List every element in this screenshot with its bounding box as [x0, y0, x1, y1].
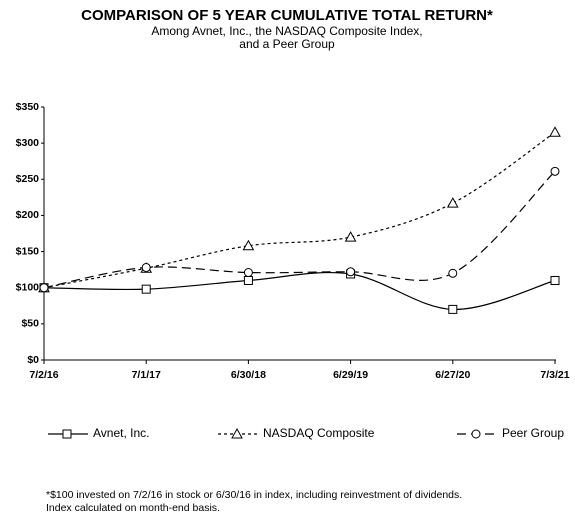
marker-circle: [346, 267, 356, 277]
footnote: *$100 invested on 7/2/16 in stock or 6/3…: [46, 489, 462, 501]
x-tick-label: 7/3/21: [540, 369, 569, 381]
chart-subtitle: Among Avnet, Inc., the NASDAQ Composite …: [151, 24, 422, 38]
chart-title: COMPARISON OF 5 YEAR CUMULATIVE TOTAL RE…: [81, 7, 493, 24]
y-tick-label: $250: [16, 173, 40, 185]
y-tick-label: $300: [16, 137, 40, 149]
chart-subtitle: and a Peer Group: [239, 37, 335, 51]
marker-square: [550, 275, 560, 285]
marker-circle: [141, 262, 151, 272]
x-tick-label: 6/27/20: [435, 369, 470, 381]
marker-circle: [243, 268, 253, 278]
x-tick-label: 6/30/18: [231, 369, 266, 381]
marker-triangle: [242, 239, 255, 251]
legend-label: Peer Group: [502, 426, 564, 440]
marker-square: [141, 284, 151, 294]
y-tick-label: $200: [16, 209, 40, 221]
legend-label: NASDAQ Composite: [263, 426, 375, 440]
footnote: Index calculated on month-end basis.: [46, 502, 220, 514]
marker-circle: [471, 429, 481, 439]
line: [43, 131, 556, 289]
marker-triangle: [549, 126, 561, 137]
legend-label: Avnet, Inc.: [93, 426, 149, 440]
marker-circle: [448, 268, 458, 278]
marker-square: [448, 304, 458, 314]
line: [43, 170, 556, 289]
x-tick-label: 7/2/16: [29, 369, 58, 381]
marker-square: [62, 429, 72, 439]
y-tick-label: $0: [27, 354, 39, 366]
marker-triangle: [446, 197, 459, 208]
y-tick-label: $150: [16, 245, 40, 257]
y-tick-label: $50: [21, 318, 39, 330]
y-tick-label: $100: [16, 281, 40, 293]
marker-circle: [39, 283, 49, 293]
marker-triangle: [231, 427, 243, 439]
marker-circle: [550, 166, 560, 176]
marker-triangle: [344, 231, 357, 242]
line: [43, 271, 556, 311]
x-tick-label: 7/1/17: [132, 369, 161, 381]
y-tick-label: $350: [16, 101, 40, 113]
marker-square: [243, 275, 253, 285]
x-tick-label: 6/29/19: [333, 369, 368, 381]
